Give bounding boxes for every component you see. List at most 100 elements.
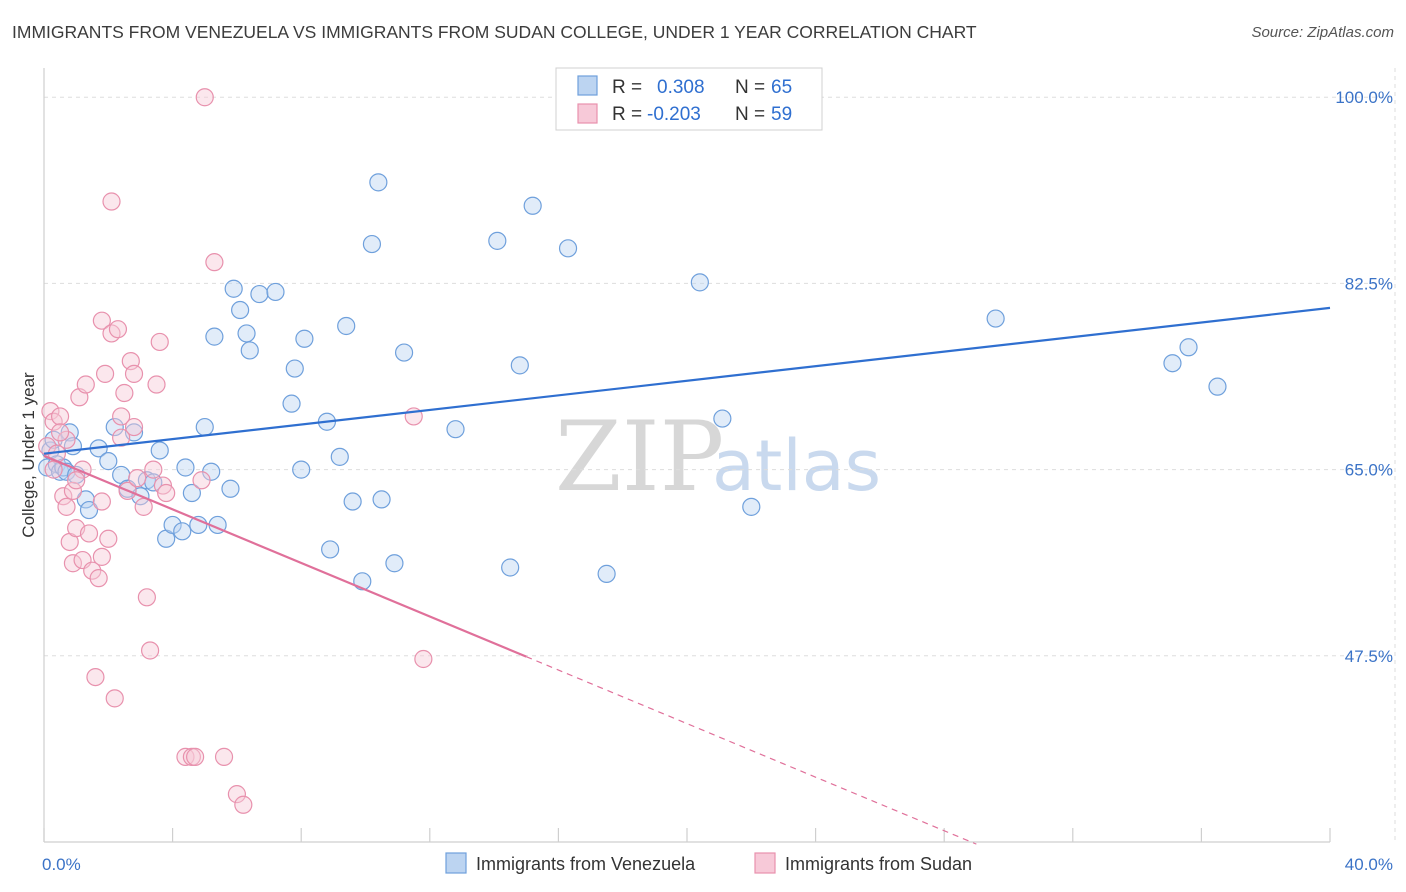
- x-tick-label-1: 40.0%: [1345, 855, 1393, 874]
- stats-n-value-venezuela: 65: [771, 77, 792, 98]
- point-sudan-24: [99, 529, 118, 548]
- point-sudan-9: [63, 481, 83, 500]
- point-sudan-39: [140, 641, 160, 660]
- point-venezuela-34: [231, 300, 250, 320]
- point-sudan-29: [112, 407, 131, 426]
- stats-n-label-venezuela: N =: [735, 77, 765, 98]
- trend-line-venezuela: [43, 306, 1331, 455]
- stats-n-label-sudan: N =: [735, 104, 765, 125]
- point-venezuela-39: [282, 394, 301, 413]
- point-venezuela-38: [266, 282, 285, 302]
- y-tick-label-3: 47.5%: [1345, 647, 1393, 666]
- point-venezuela-26: [182, 483, 201, 503]
- point-sudan-56: [44, 460, 63, 479]
- point-sudan-38: [137, 588, 156, 607]
- data-points: [38, 88, 1227, 814]
- point-venezuela-60: [597, 564, 616, 583]
- point-venezuela-40: [285, 359, 304, 378]
- point-venezuela-59: [558, 239, 578, 258]
- point-sudan-31: [115, 383, 134, 403]
- point-sudan-18: [86, 667, 105, 687]
- y-tick-label-2: 65.0%: [1345, 461, 1393, 480]
- point-sudan-19: [89, 569, 108, 588]
- point-venezuela-66: [1179, 338, 1198, 357]
- stats-swatch-sudan: [577, 103, 598, 124]
- point-venezuela-63: [742, 497, 761, 516]
- stats-n-value-sudan: 59: [771, 104, 792, 125]
- point-sudan-41: [147, 375, 166, 394]
- point-venezuela-44: [321, 540, 340, 559]
- point-venezuela-53: [394, 343, 414, 362]
- point-venezuela-33: [224, 279, 243, 298]
- point-venezuela-49: [362, 234, 382, 254]
- point-sudan-58: [67, 471, 86, 490]
- point-venezuela-25: [176, 458, 195, 477]
- point-venezuela-30: [205, 327, 224, 346]
- point-sudan-52: [227, 785, 246, 804]
- legend-swatch-sudan: [754, 852, 776, 874]
- watermark-atlas: atlas: [712, 425, 881, 507]
- point-sudan-28: [108, 320, 128, 339]
- point-sudan-10: [63, 554, 83, 573]
- stats-r-label-sudan: R =: [612, 104, 642, 125]
- y-tick-label-1: 82.5%: [1345, 274, 1393, 293]
- point-venezuela-52: [385, 554, 404, 573]
- point-venezuela-11: [79, 500, 99, 520]
- point-venezuela-58: [523, 196, 542, 215]
- point-venezuela-14: [105, 417, 124, 437]
- stats-swatch-venezuela: [577, 75, 598, 96]
- point-sudan-57: [50, 423, 70, 442]
- point-sudan-21: [92, 311, 111, 330]
- point-venezuela-62: [713, 409, 732, 428]
- legend-label-sudan: Immigrants from Sudan: [785, 854, 972, 874]
- point-venezuela-24: [173, 522, 192, 541]
- point-sudan-4: [50, 407, 70, 426]
- trend-line-extension-sudan: [526, 656, 977, 845]
- point-venezuela-32: [221, 479, 240, 498]
- point-venezuela-65: [1163, 354, 1182, 373]
- point-venezuela-47: [343, 492, 362, 511]
- point-venezuela-36: [240, 341, 259, 360]
- point-venezuela-54: [446, 420, 465, 439]
- point-sudan-20: [92, 547, 111, 566]
- point-sudan-55: [414, 649, 433, 669]
- chart-source: Source: ZipAtlas.com: [1251, 24, 1394, 41]
- axes: [43, 68, 1331, 843]
- point-venezuela-23: [163, 515, 182, 535]
- point-venezuela-10: [76, 490, 95, 509]
- trend-lines: [43, 306, 1331, 845]
- chart-title: IMMIGRANTS FROM VENEZUELA VS IMMIGRANTS …: [12, 22, 977, 42]
- legend-swatch-venezuela: [445, 852, 467, 874]
- point-sudan-34: [124, 417, 144, 437]
- point-sudan-16: [79, 524, 99, 543]
- point-sudan-22: [92, 492, 111, 511]
- stats-r-value-sudan: -0.203: [647, 104, 701, 125]
- point-venezuela-57: [510, 356, 529, 375]
- point-sudan-51: [214, 747, 234, 766]
- tick-labels: 100.0% 82.5% 65.0% 47.5% 0.0% 40.0%: [42, 88, 1393, 874]
- point-sudan-49: [195, 88, 214, 107]
- point-sudan-40: [144, 460, 163, 479]
- point-venezuela-28: [195, 417, 214, 437]
- stats-legend-box: R = 0.308 N = 65 R = -0.203 N = 59: [555, 67, 823, 131]
- point-venezuela-41: [292, 460, 311, 479]
- stats-r-value-venezuela: 0.308: [657, 77, 705, 98]
- legend-label-venezuela: Immigrants from Venezuela: [476, 854, 696, 874]
- watermark: ZIP atlas: [555, 401, 881, 513]
- point-venezuela-50: [369, 173, 388, 192]
- point-venezuela-35: [237, 324, 256, 343]
- point-venezuela-64: [986, 309, 1005, 328]
- point-sudan-17: [83, 561, 102, 580]
- point-sudan-0: [38, 437, 57, 456]
- point-sudan-30: [112, 428, 131, 447]
- point-sudan-44: [157, 483, 176, 503]
- point-venezuela-61: [690, 273, 709, 292]
- point-venezuela-45: [330, 447, 349, 466]
- point-sudan-15: [76, 375, 95, 394]
- point-venezuela-55: [488, 231, 507, 250]
- point-sudan-50: [205, 253, 224, 272]
- point-sudan-48: [192, 471, 211, 490]
- point-venezuela-42: [295, 329, 314, 348]
- y-axis-title: College, Under 1 year: [19, 372, 38, 538]
